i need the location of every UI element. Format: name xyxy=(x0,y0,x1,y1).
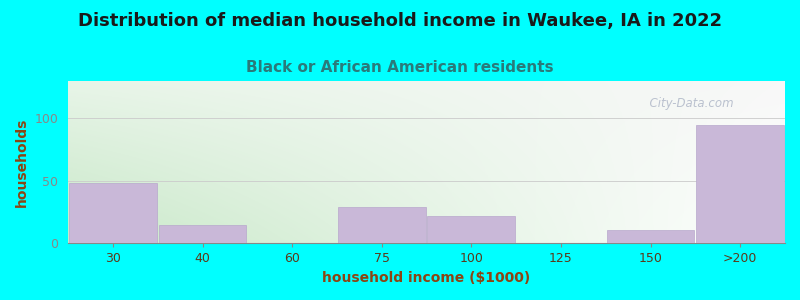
Bar xyxy=(69,183,157,243)
Text: Black or African American residents: Black or African American residents xyxy=(246,60,554,75)
Bar xyxy=(606,230,694,243)
Bar xyxy=(338,207,426,243)
Bar xyxy=(158,225,246,243)
Text: Distribution of median household income in Waukee, IA in 2022: Distribution of median household income … xyxy=(78,12,722,30)
Text: City-Data.com: City-Data.com xyxy=(642,97,734,110)
X-axis label: household income ($1000): household income ($1000) xyxy=(322,271,530,285)
Bar xyxy=(696,125,784,243)
Y-axis label: households: households xyxy=(15,118,29,207)
Bar xyxy=(427,216,515,243)
